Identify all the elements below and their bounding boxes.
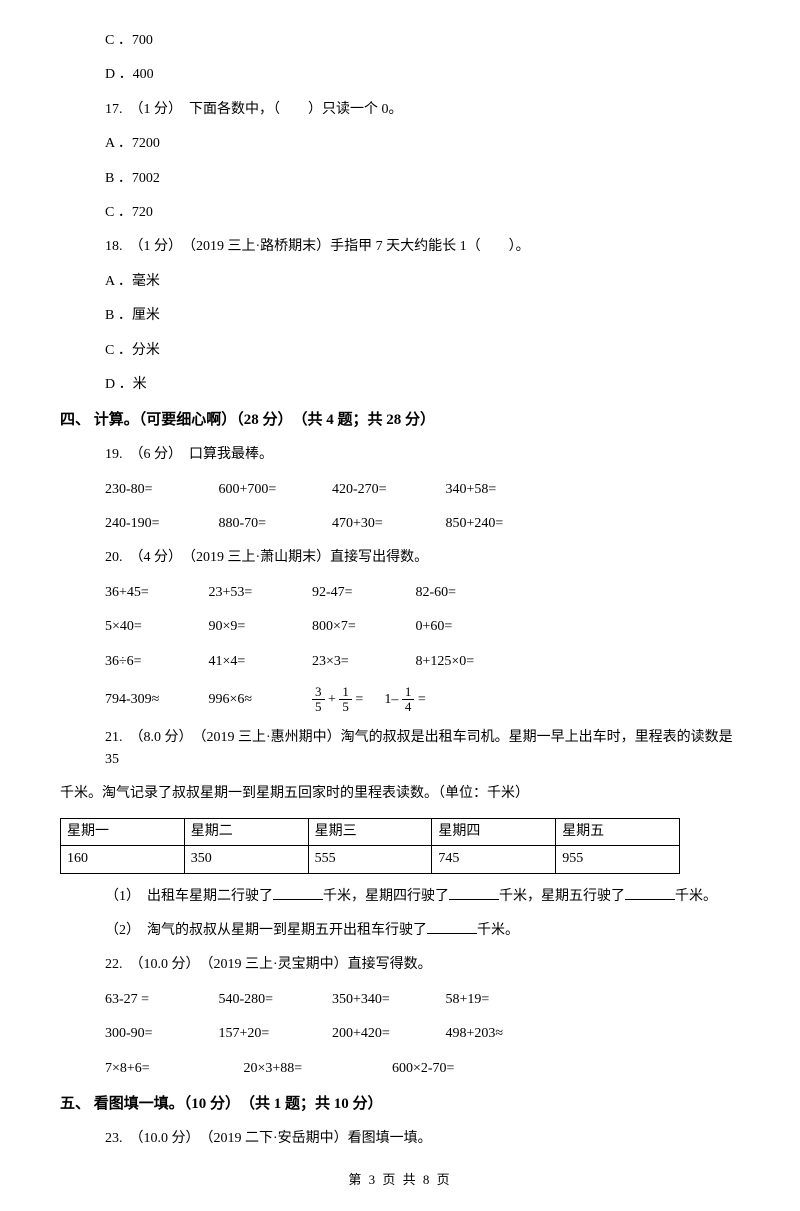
table-cell: 745 bbox=[432, 846, 556, 873]
fraction: 14 bbox=[402, 685, 415, 715]
table-cell: 星期五 bbox=[556, 818, 680, 845]
q18-option-d: D ．米 bbox=[60, 374, 740, 396]
q17-stem: 17. （1 分） 下面各数中，（ ）只读一个 0。 bbox=[60, 99, 740, 121]
calc-cell: 5×40= bbox=[105, 616, 195, 638]
q22-row2: 300-90= 157+20= 200+420= 498+203≈ bbox=[60, 1023, 740, 1045]
calc-cell: 36÷6= bbox=[105, 651, 195, 673]
q20-stem: 20. （4 分） （2019 三上·萧山期末）直接写出得数。 bbox=[60, 547, 740, 569]
blank bbox=[449, 886, 499, 900]
q23-stem: 23. （10.0 分） （2019 二下·安岳期中）看图填一填。 bbox=[60, 1128, 740, 1150]
calc-cell: 350+340= bbox=[332, 989, 432, 1011]
table-cell: 955 bbox=[556, 846, 680, 873]
fraction: 15 bbox=[339, 685, 352, 715]
q19-row2: 240-190= 880-70= 470+30= 850+240= bbox=[60, 513, 740, 535]
q22-stem: 22. （10.0 分） （2019 三上·灵宝期中）直接写得数。 bbox=[60, 954, 740, 976]
q17-option-a: A ．7200 bbox=[60, 133, 740, 155]
calc-cell: 200+420= bbox=[332, 1023, 432, 1045]
q18-option-b: B ．厘米 bbox=[60, 305, 740, 327]
calc-cell: 90×9= bbox=[209, 616, 299, 638]
table-cell: 160 bbox=[61, 846, 185, 873]
q21-sub1: （1） 出租车星期二行驶了千米，星期四行驶了千米，星期五行驶了千米。 bbox=[60, 886, 740, 908]
table-cell: 555 bbox=[308, 846, 432, 873]
fraction: 35 bbox=[312, 685, 325, 715]
calc-cell: 58+19= bbox=[446, 989, 546, 1011]
calc-cell: 794-309≈ bbox=[105, 689, 195, 711]
q19-stem: 19. （6 分） 口算我最棒。 bbox=[60, 444, 740, 466]
q18-option-a: A ．毫米 bbox=[60, 271, 740, 293]
calc-cell: 600×2-70= bbox=[392, 1058, 492, 1080]
calc-cell: 41×4= bbox=[209, 651, 299, 673]
calc-cell: 880-70= bbox=[219, 513, 319, 535]
q20-row1: 36+45= 23+53= 92-47= 82-60= bbox=[60, 582, 740, 604]
calc-cell: 470+30= bbox=[332, 513, 432, 535]
calc-cell: 157+20= bbox=[219, 1023, 319, 1045]
table-cell: 星期三 bbox=[308, 818, 432, 845]
q16-option-c: C ．700 bbox=[60, 30, 740, 52]
table-cell: 星期一 bbox=[61, 818, 185, 845]
calc-cell: 23+53= bbox=[209, 582, 299, 604]
q21-stem-line1: 21. （8.0 分） （2019 三上·惠州期中）淘气的叔叔是出租车司机。星期… bbox=[60, 727, 740, 772]
calc-cell: 498+203≈ bbox=[446, 1023, 546, 1045]
calc-cell: 92-47= bbox=[312, 582, 402, 604]
calc-cell: 23×3= bbox=[312, 651, 402, 673]
calc-cell: 850+240= bbox=[446, 513, 546, 535]
q20-row3: 36÷6= 41×4= 23×3= 8+125×0= bbox=[60, 651, 740, 673]
table-row: 星期一 星期二 星期三 星期四 星期五 bbox=[61, 818, 680, 845]
q18-stem: 18. （1 分） （2019 三上·路桥期末）手指甲 7 天大约能长 1（ ）… bbox=[60, 236, 740, 258]
blank bbox=[427, 920, 477, 934]
calc-cell: 20×3+88= bbox=[244, 1058, 379, 1080]
calc-cell: 240-190= bbox=[105, 513, 205, 535]
calc-cell: 36+45= bbox=[105, 582, 195, 604]
calc-cell: 600+700= bbox=[219, 479, 319, 501]
calc-cell: 230-80= bbox=[105, 479, 205, 501]
q19-row1: 230-80= 600+700= 420-270= 340+58= bbox=[60, 479, 740, 501]
table-cell: 350 bbox=[184, 846, 308, 873]
q22-row3: 7×8+6= 20×3+88= 600×2-70= bbox=[60, 1058, 740, 1080]
q16-option-d: D ．400 bbox=[60, 64, 740, 86]
q21-table: 星期一 星期二 星期三 星期四 星期五 160 350 555 745 955 bbox=[60, 818, 680, 874]
q18-option-c: C ．分米 bbox=[60, 340, 740, 362]
calc-cell: 300-90= bbox=[105, 1023, 205, 1045]
calc-cell: 540-280= bbox=[219, 989, 319, 1011]
frac-expr: 1– 14 = bbox=[384, 692, 425, 707]
section-5-heading: 五、 看图填一填。（10 分） （共 1 题；共 10 分） bbox=[60, 1092, 740, 1116]
calc-cell: 63-27 = bbox=[105, 989, 205, 1011]
page-footer: 第 3 页 共 8 页 bbox=[60, 1170, 740, 1191]
calc-cell: 340+58= bbox=[446, 479, 546, 501]
section-4-heading: 四、 计算。（可要细心啊）（28 分） （共 4 题；共 28 分） bbox=[60, 408, 740, 432]
q21-sub2: （2） 淘气的叔叔从星期一到星期五开出租车行驶了千米。 bbox=[60, 920, 740, 942]
q21-stem-line2: 千米。淘气记录了叔叔星期一到星期五回家时的里程表读数。（单位：千米） bbox=[60, 783, 740, 805]
q17-option-c: C ．720 bbox=[60, 202, 740, 224]
calc-cell: 800×7= bbox=[312, 616, 402, 638]
table-cell: 星期二 bbox=[184, 818, 308, 845]
q22-row1: 63-27 = 540-280= 350+340= 58+19= bbox=[60, 989, 740, 1011]
blank bbox=[273, 886, 323, 900]
calc-cell: 82-60= bbox=[416, 582, 506, 604]
calc-cell: 0+60= bbox=[416, 616, 506, 638]
q20-row4: 794-309≈ 996×6≈ 35 + 15 = 1– 14 = bbox=[60, 685, 740, 715]
table-row: 160 350 555 745 955 bbox=[61, 846, 680, 873]
blank bbox=[625, 886, 675, 900]
calc-cell: 7×8+6= bbox=[105, 1058, 230, 1080]
table-cell: 星期四 bbox=[432, 818, 556, 845]
calc-cell: 8+125×0= bbox=[416, 651, 506, 673]
q20-row2: 5×40= 90×9= 800×7= 0+60= bbox=[60, 616, 740, 638]
calc-cell: 996×6≈ bbox=[209, 689, 299, 711]
q17-option-b: B ．7002 bbox=[60, 168, 740, 190]
frac-expr: 35 + 15 = bbox=[312, 692, 367, 707]
calc-cell: 420-270= bbox=[332, 479, 432, 501]
